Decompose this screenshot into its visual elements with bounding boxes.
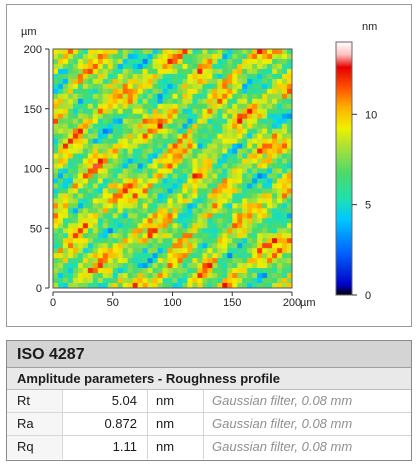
param-unit: nm — [148, 436, 204, 459]
param-value: 1.11 — [63, 436, 148, 459]
x-tick-label: 50 — [107, 297, 119, 309]
param-note: Gaussian filter, 0.08 mm — [212, 393, 353, 408]
param-name: Rq — [7, 436, 63, 459]
param-value: 5.04 — [63, 390, 148, 412]
param-value: 0.872 — [63, 413, 148, 435]
y-tick-label: 50 — [30, 223, 42, 235]
y-tick-label: 0 — [36, 283, 42, 295]
x-tick-label: 0 — [50, 297, 56, 309]
height-map — [53, 49, 292, 288]
table-subtitle: Amplitude parameters - Roughness profile — [7, 368, 411, 390]
param-name: Rt — [7, 390, 63, 412]
colorbar-tick-label: 0 — [365, 290, 371, 302]
table-title: ISO 4287 — [7, 341, 411, 368]
surface-map-panel: 0 50 100 150 200 0 50 100 150 200 µm µm nm 0 5 10 — [6, 4, 412, 327]
surface-map-figure: 0 50 100 150 200 0 50 100 150 200 µm µm nm 0 5 10 — [21, 21, 377, 309]
y-tick-label: 150 — [24, 104, 42, 116]
plot-frame — [52, 48, 293, 289]
colorbar-tick-label: 5 — [365, 200, 371, 212]
table-row: Ra 0.872 nm Gaussian filter, 0.08 mm — [7, 413, 411, 436]
table-row: Rt 5.04 nm Gaussian filter, 0.08 mm — [7, 390, 411, 413]
y-tick-label: 100 — [24, 164, 42, 176]
colorbar — [335, 41, 353, 296]
x-tick-label: 100 — [163, 297, 181, 309]
table-row: Rq 1.11 nm Gaussian filter, 0.08 mm — [7, 436, 411, 459]
colorbar-tick-label: 10 — [365, 109, 377, 121]
x-unit-label: µm — [300, 297, 316, 309]
param-unit: nm — [148, 413, 204, 435]
param-note: Gaussian filter, 0.08 mm — [212, 416, 353, 431]
iso-parameters-table: ISO 4287 Amplitude parameters - Roughnes… — [6, 340, 412, 461]
param-note: Gaussian filter, 0.08 mm — [212, 439, 353, 454]
x-tick-label: 200 — [283, 297, 301, 309]
x-tick-label: 150 — [223, 297, 241, 309]
z-unit-label: nm — [362, 21, 377, 33]
y-unit-label: µm — [21, 26, 37, 38]
param-unit: nm — [148, 390, 204, 412]
param-name: Ra — [7, 413, 63, 435]
y-tick-label: 200 — [24, 44, 42, 56]
